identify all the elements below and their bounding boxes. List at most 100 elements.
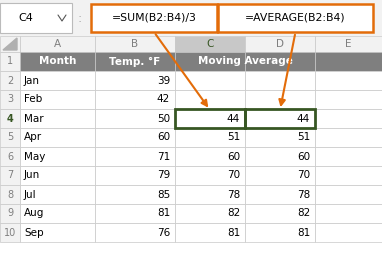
Text: :: : [78, 12, 82, 24]
Bar [175, 128, 245, 147]
Bar [315, 109, 382, 128]
Bar [0, 71, 20, 90]
Text: Apr: Apr [24, 133, 42, 143]
Bar [245, 71, 315, 90]
Text: 51: 51 [227, 133, 240, 143]
Bar [95, 52, 175, 71]
Bar [20, 128, 95, 147]
Text: 60: 60 [227, 151, 240, 161]
Text: Jul: Jul [24, 190, 37, 200]
Text: A: A [54, 39, 61, 49]
Text: 82: 82 [297, 209, 310, 219]
Text: =AVERAGE(B2:B4): =AVERAGE(B2:B4) [245, 13, 346, 23]
Text: 50: 50 [157, 114, 170, 124]
Text: 9: 9 [7, 209, 13, 219]
Text: 79: 79 [157, 170, 170, 180]
Text: 3: 3 [7, 94, 13, 104]
Bar [0, 0, 382, 36]
Text: 44: 44 [227, 114, 240, 124]
Bar [0, 204, 20, 223]
Bar [175, 36, 245, 52]
Bar [175, 147, 245, 166]
Text: C4: C4 [18, 13, 33, 23]
Text: 85: 85 [157, 190, 170, 200]
Bar [95, 204, 175, 223]
Bar [95, 90, 175, 109]
Text: 60: 60 [157, 133, 170, 143]
Bar [245, 128, 315, 147]
Bar [95, 166, 175, 185]
Text: 82: 82 [227, 209, 240, 219]
Text: 8: 8 [7, 190, 13, 200]
Bar [315, 166, 382, 185]
Bar [245, 204, 315, 223]
Bar [20, 185, 95, 204]
Text: E: E [345, 39, 352, 49]
Bar [20, 109, 95, 128]
Bar [0, 109, 20, 128]
Bar [175, 109, 245, 128]
Bar [20, 166, 95, 185]
Bar [95, 223, 175, 242]
Bar [0, 52, 20, 71]
Bar [20, 52, 95, 71]
Text: =SUM(B2:B4)/3: =SUM(B2:B4)/3 [112, 13, 196, 23]
Bar [20, 204, 95, 223]
Bar [315, 204, 382, 223]
Bar [315, 36, 382, 52]
Bar [0, 3, 72, 33]
Text: 71: 71 [157, 151, 170, 161]
Bar [0, 128, 20, 147]
Bar [20, 147, 95, 166]
Text: 51: 51 [297, 133, 310, 143]
Text: 78: 78 [227, 190, 240, 200]
Bar [0, 90, 20, 109]
Text: 5: 5 [7, 133, 13, 143]
Text: 42: 42 [157, 94, 170, 104]
Text: 60: 60 [297, 151, 310, 161]
Bar [95, 128, 175, 147]
Bar [20, 71, 95, 90]
Text: 70: 70 [227, 170, 240, 180]
Bar [245, 109, 315, 128]
Bar [175, 109, 245, 128]
Text: 4: 4 [6, 114, 13, 124]
Bar [175, 90, 245, 109]
Bar [0, 147, 20, 166]
Text: 81: 81 [227, 227, 240, 237]
Text: 76: 76 [157, 227, 170, 237]
Bar [20, 36, 95, 52]
Bar [315, 52, 382, 71]
Text: May: May [24, 151, 45, 161]
Bar [175, 185, 245, 204]
Bar [175, 204, 245, 223]
Bar [0, 223, 20, 242]
Bar [315, 71, 382, 90]
Bar [245, 147, 315, 166]
Bar [0, 36, 20, 52]
Bar [0, 185, 20, 204]
Bar [245, 109, 315, 128]
Bar [175, 223, 245, 242]
Text: 1: 1 [7, 57, 13, 67]
Bar [315, 185, 382, 204]
Bar [20, 223, 95, 242]
Bar [315, 128, 382, 147]
Bar [245, 36, 315, 52]
Text: Jan: Jan [24, 75, 40, 85]
Text: Aug: Aug [24, 209, 44, 219]
Bar [245, 52, 315, 71]
Text: 10: 10 [4, 227, 16, 237]
Bar [95, 109, 175, 128]
Bar [95, 147, 175, 166]
Bar [91, 4, 217, 32]
Bar [20, 90, 95, 109]
Bar [175, 52, 245, 71]
Text: 78: 78 [297, 190, 310, 200]
Text: 6: 6 [7, 151, 13, 161]
Bar [175, 166, 245, 185]
Text: 44: 44 [297, 114, 310, 124]
Text: Mar: Mar [24, 114, 44, 124]
Text: Temp. °F: Temp. °F [109, 57, 160, 67]
Polygon shape [3, 38, 17, 50]
